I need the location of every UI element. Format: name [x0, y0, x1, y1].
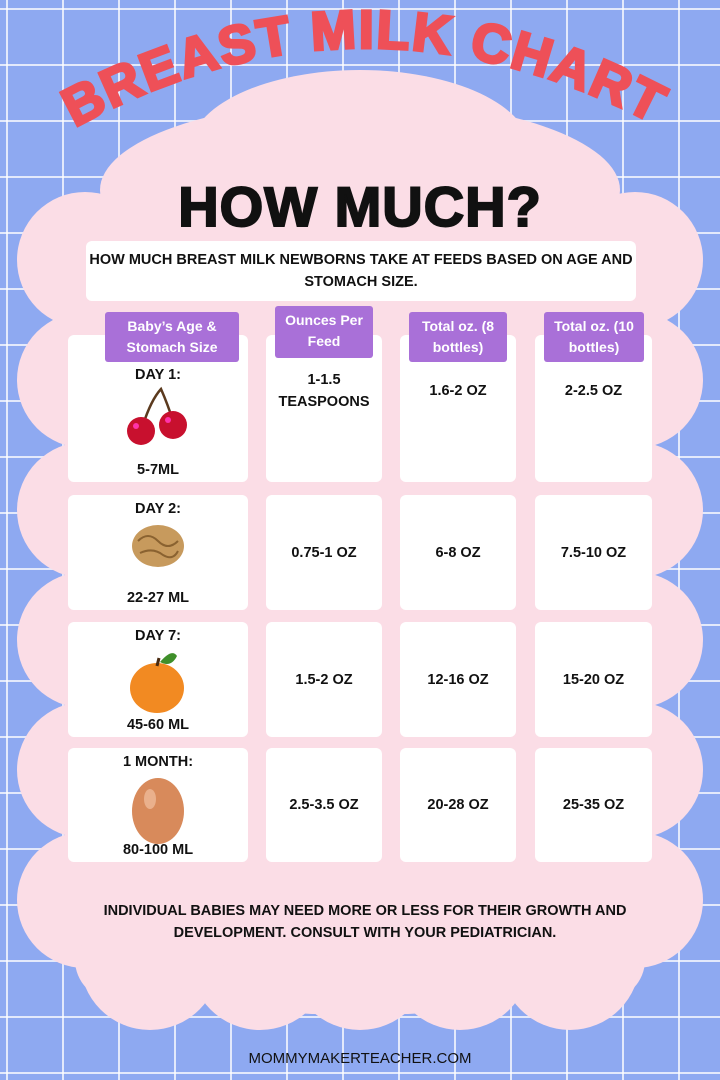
- cell-value: 12-16 OZ: [427, 671, 489, 688]
- cell-value: 20-28 OZ: [427, 797, 489, 813]
- footer-note: INDIVIDUAL BABIES MAY NEED MORE OR LESS …: [103, 903, 627, 941]
- cell-value: 15-20 OZ: [562, 671, 625, 688]
- total10-cell: 7.5-10 OZ: [535, 495, 652, 610]
- cell-value: 25-35 OZ: [562, 797, 625, 813]
- cell-value: 1-1.5 TEASPOONS: [278, 371, 370, 410]
- cell-value: 6-8 OZ: [435, 544, 481, 561]
- cell-value: 1.5-2 OZ: [295, 671, 353, 688]
- per-feed-cell: 1-1.5 TEASPOONS: [266, 335, 382, 482]
- age-label: DAY 2:: [135, 501, 181, 517]
- total10-cell: 15-20 OZ: [535, 622, 652, 737]
- total8-cell: 20-28 OZ: [400, 748, 516, 862]
- age-label: DAY 1:: [135, 367, 181, 383]
- age-cell: DAY 7: 45-60 ML: [68, 622, 248, 737]
- age-label: DAY 7:: [135, 628, 181, 644]
- cell-value: 2.5-3.5 OZ: [289, 797, 359, 813]
- stomach-size: 22-27 ML: [126, 590, 190, 606]
- age-cell: DAY 2: 22-27 ML: [68, 495, 248, 610]
- total8-cell: 6-8 OZ: [400, 495, 516, 610]
- header-age: Baby’s Age & Stomach Size: [105, 312, 239, 362]
- subtitle: HOW MUCH?: [177, 175, 542, 238]
- cell-value: 7.5-10 OZ: [560, 544, 627, 561]
- age-label: 1 MONTH:: [122, 754, 194, 770]
- per-feed-cell: 0.75-1 OZ: [266, 495, 382, 610]
- title-text: BREAST MILK CHART: [51, 0, 676, 140]
- website: MOMMYMAKERTEACHER.COM: [248, 1050, 472, 1067]
- header-total10: Total oz. (10 bottles): [544, 312, 644, 362]
- per-feed-cell: 2.5-3.5 OZ: [266, 748, 382, 862]
- total10-cell: 25-35 OZ: [535, 748, 652, 862]
- stomach-size: 5-7ML: [137, 462, 179, 478]
- header-per-feed: Ounces Per Feed: [275, 306, 373, 358]
- subtitle-wrap: HOW MUCH?: [0, 175, 720, 238]
- cell-value: 0.75-1 OZ: [291, 544, 357, 561]
- cell-value: 1.6-2 OZ: [429, 382, 487, 399]
- header-total8: Total oz. (8 bottles): [409, 312, 507, 362]
- curved-title: BREAST MILK CHART: [51, 0, 677, 140]
- stomach-size: 80-100 ML: [122, 842, 194, 858]
- intro-text: HOW MUCH BREAST MILK NEWBORNS TAKE AT FE…: [86, 241, 636, 301]
- svg-text:BREAST MILK CHART: BREAST MILK CHART: [53, 0, 677, 138]
- cell-value: 2-2.5 OZ: [564, 382, 623, 399]
- per-feed-cell: 1.5-2 OZ: [266, 622, 382, 737]
- total8-cell: 12-16 OZ: [400, 622, 516, 737]
- stomach-size: 45-60 ML: [126, 717, 190, 733]
- age-cell: 1 MONTH: 80-100 ML: [68, 748, 248, 862]
